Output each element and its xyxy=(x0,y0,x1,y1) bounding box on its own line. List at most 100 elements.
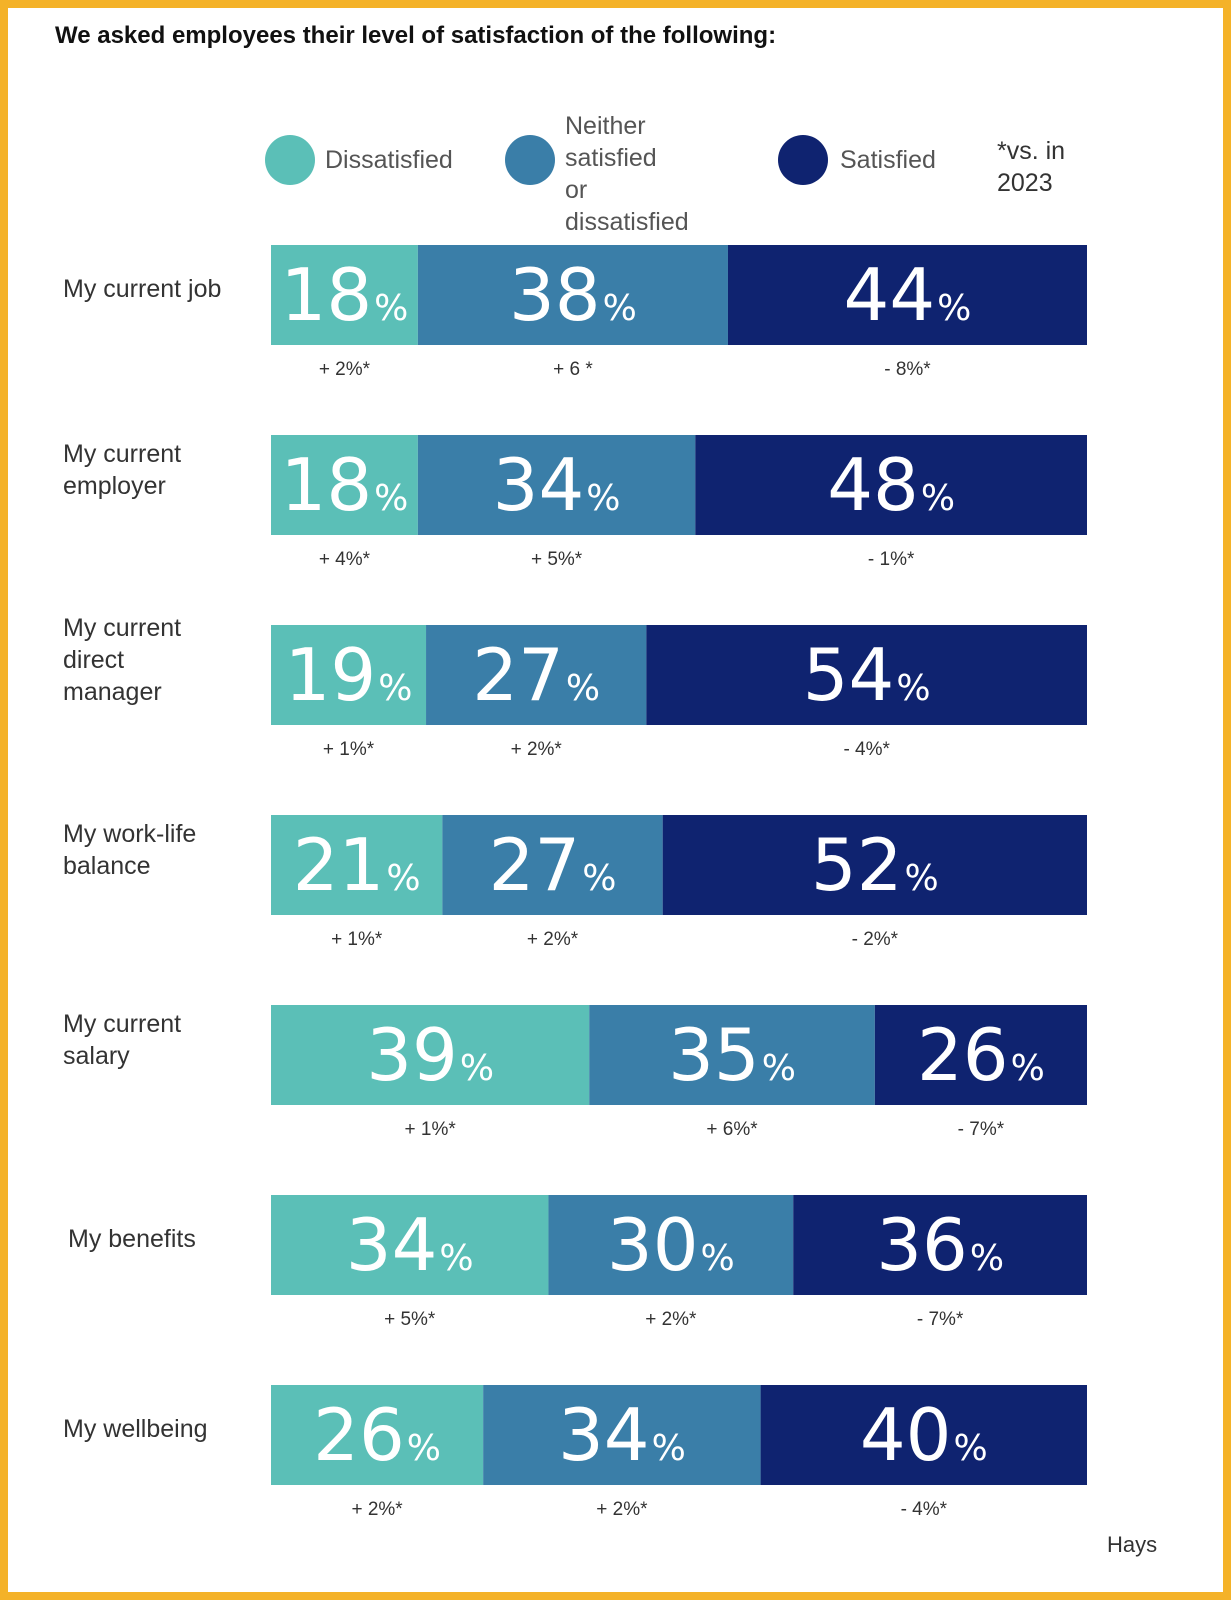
bar-value-number: 26 xyxy=(917,1013,1009,1097)
bar-value-percent: % xyxy=(603,288,637,329)
bar-value-label: 30% xyxy=(607,1203,735,1287)
row-label-line: My current job xyxy=(63,275,221,303)
row-label-line: manager xyxy=(63,678,162,706)
bar-value-number: 40 xyxy=(860,1393,952,1477)
bar-segment xyxy=(271,815,443,915)
bar-change-label: + 4%* xyxy=(319,549,371,570)
bar-value-percent: % xyxy=(652,1428,686,1469)
row-label-line: My current xyxy=(63,614,181,642)
bar-value-percent: % xyxy=(701,1238,735,1279)
bar-value-percent: % xyxy=(374,288,408,329)
bar-change-label: - 8%* xyxy=(884,359,931,380)
row-label-line: employer xyxy=(63,472,166,500)
legend-label-dissatisfied: Dissatisfied xyxy=(325,146,453,174)
row-label-2: My current direct manager xyxy=(63,614,181,706)
source-label: Hays xyxy=(1107,1532,1158,1557)
bar-change-label: + 2%* xyxy=(351,1499,403,1520)
bar-change-label: + 5%* xyxy=(384,1309,436,1330)
bar-segment xyxy=(271,1195,549,1295)
bar-change-label: - 4%* xyxy=(901,1499,948,1520)
row-label-line: salary xyxy=(63,1042,130,1070)
bar-value-number: 34 xyxy=(558,1393,650,1477)
row-label-line: balance xyxy=(63,852,151,880)
bar-value-percent: % xyxy=(386,858,420,899)
bar-value-number: 39 xyxy=(366,1013,458,1097)
bar-value-label: 52% xyxy=(811,823,939,907)
bar-value-number: 34 xyxy=(346,1203,438,1287)
bar-value-number: 18 xyxy=(281,443,373,527)
row-label-line: My current xyxy=(63,1010,181,1038)
bar-change-label: + 2%* xyxy=(596,1499,648,1520)
bar-value-number: 27 xyxy=(489,823,581,907)
bar-value-label: 36% xyxy=(876,1203,1004,1287)
bar-value-label: 35% xyxy=(668,1013,796,1097)
bar-value-label: 39% xyxy=(366,1013,494,1097)
bar-value-label: 34% xyxy=(558,1393,686,1477)
row-label-6: My wellbeing xyxy=(63,1415,208,1443)
bar-change-label: - 7%* xyxy=(958,1119,1005,1140)
legend-dot-neither xyxy=(505,135,555,185)
bar-segment xyxy=(662,815,1087,915)
bar-change-label: + 2%* xyxy=(511,739,563,760)
bar-value-label: 26% xyxy=(313,1393,441,1477)
bar-value-label: 34% xyxy=(493,443,621,527)
legend-dot-dissatisfied xyxy=(265,135,315,185)
bar-change-label: + 5%* xyxy=(531,549,583,570)
row-label-4: My current salary xyxy=(63,1010,181,1070)
legend-label-neither: Neither satisfied or dissatisfied xyxy=(565,112,689,236)
bar-segment xyxy=(271,1005,590,1105)
bar-segment xyxy=(417,245,728,345)
bar-segment xyxy=(271,245,418,345)
bar-change-label: + 6 * xyxy=(553,359,593,380)
bar-value-number: 54 xyxy=(803,633,895,717)
bar-value-number: 34 xyxy=(493,443,585,527)
row-label-line: direct xyxy=(63,646,124,674)
bar-value-percent: % xyxy=(954,1428,988,1469)
bar-value-percent: % xyxy=(586,478,620,519)
bar-value-number: 21 xyxy=(293,823,385,907)
bar-value-number: 26 xyxy=(313,1393,405,1477)
bar-value-label: 18% xyxy=(281,443,409,527)
bar-value-percent: % xyxy=(896,668,930,709)
bar-segment xyxy=(793,1195,1087,1295)
bar-value-percent: % xyxy=(407,1428,441,1469)
row-label-line: My current xyxy=(63,440,181,468)
bar-value-percent: % xyxy=(582,858,616,899)
bar-segment xyxy=(271,1385,484,1485)
row-label-5: My benefits xyxy=(68,1225,196,1253)
bar-value-label: 38% xyxy=(509,253,637,337)
bar-change-label: + 2%* xyxy=(527,929,579,950)
bar-value-label: 18% xyxy=(281,253,409,337)
bar-change-label: + 1%* xyxy=(323,739,375,760)
bar-segment xyxy=(442,815,663,915)
bar-change-label: + 6%* xyxy=(706,1119,758,1140)
bar-segment xyxy=(271,625,427,725)
footnote: *vs. in 2023 xyxy=(997,137,1066,197)
row-label-line: My wellbeing xyxy=(63,1415,208,1443)
legend-dot-satisfied xyxy=(778,135,828,185)
bar-change-label: - 2%* xyxy=(852,929,899,950)
row-label-line: My benefits xyxy=(68,1225,196,1253)
bar-value-percent: % xyxy=(566,668,600,709)
bar-value-label: 26% xyxy=(917,1013,1045,1097)
bar-segment xyxy=(727,245,1087,345)
row-label-line: My work-life xyxy=(63,820,196,848)
bar-value-label: 19% xyxy=(285,633,413,717)
bar-value-label: 27% xyxy=(489,823,617,907)
bar-change-label: - 4%* xyxy=(843,739,890,760)
bar-segment xyxy=(646,625,1087,725)
bar-value-number: 52 xyxy=(811,823,903,907)
bar-value-label: 54% xyxy=(803,633,931,717)
bar-value-percent: % xyxy=(921,478,955,519)
bar-value-label: 44% xyxy=(844,253,972,337)
bar-value-number: 18 xyxy=(281,253,373,337)
bar-value-percent: % xyxy=(439,1238,473,1279)
bar-change-label: - 7%* xyxy=(917,1309,964,1330)
bar-value-number: 27 xyxy=(472,633,564,717)
bar-value-percent: % xyxy=(762,1048,796,1089)
bar-value-label: 48% xyxy=(827,443,955,527)
row-label-3: My work-life balance xyxy=(63,820,196,880)
bar-value-number: 30 xyxy=(607,1203,699,1287)
bar-value-number: 48 xyxy=(827,443,919,527)
